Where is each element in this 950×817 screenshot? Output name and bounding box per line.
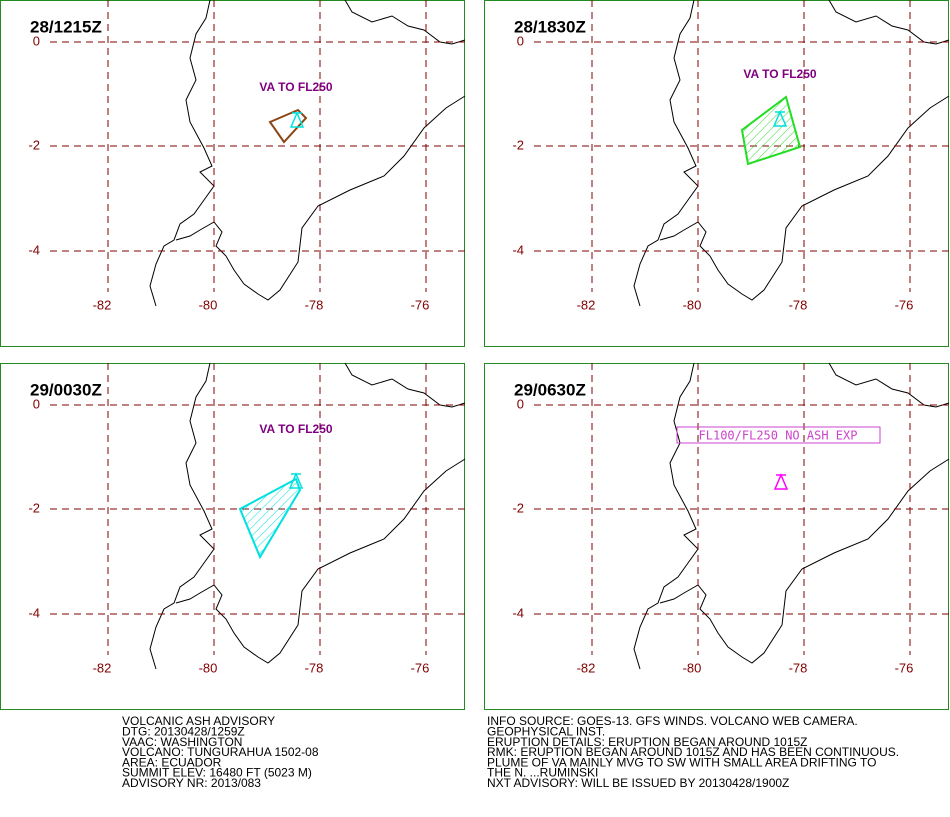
info-line: INFO SOURCE: GOES-13. GFS WINDS. VOLCANO… <box>487 714 858 728</box>
lon-label: -76 <box>411 297 430 312</box>
lon-label: -80 <box>199 660 218 675</box>
coastline <box>175 95 466 301</box>
valid-time: 28/1830Z <box>514 17 586 36</box>
lon-label: -80 <box>199 297 218 312</box>
lat-label: 0 <box>517 33 524 48</box>
lat-label: -2 <box>512 500 524 515</box>
coastline <box>633 362 699 670</box>
coastline <box>659 458 950 664</box>
lon-label: -82 <box>93 297 112 312</box>
coastline <box>344 362 466 408</box>
valid-time: 29/0030Z <box>30 380 102 399</box>
info-line: THE N. ...RUMINSKI <box>487 766 598 780</box>
advisory-line: AREA: ECUADOR <box>122 755 222 769</box>
advisory-line: SUMMIT ELEV: 16480 FT (5023 M) <box>122 766 312 780</box>
map-panel: -82 -80 -78 -76 0 -2 -4 29/0630Z FL100/FL250 NO … <box>484 362 950 710</box>
info-line: ERUPTION DETAILS: ERUPTION BEGAN AROUND … <box>487 735 808 749</box>
valid-time: 29/0630Z <box>514 380 586 399</box>
coastline <box>633 0 699 307</box>
ash-area <box>740 95 802 166</box>
map-panel: -82 -80 -78 -76 0 -2 -4 28/1215Z VA TO FL250 <box>0 0 466 347</box>
ash-area <box>238 477 302 560</box>
lat-label: 0 <box>517 396 524 411</box>
lon-label: -76 <box>895 660 914 675</box>
panel-border <box>484 363 949 710</box>
coastline <box>344 0 466 45</box>
volcano-symbol <box>772 110 788 127</box>
valid-time: 28/1215Z <box>30 17 102 36</box>
map-panel: -82 -80 -78 -76 0 -2 -4 28/1830Z VA TO FL250 <box>484 0 950 347</box>
lat-label: 0 <box>33 396 40 411</box>
lon-label: -76 <box>895 297 914 312</box>
lon-label: -80 <box>683 297 702 312</box>
lat-label: -4 <box>28 242 40 257</box>
coastline <box>149 362 215 670</box>
coastline <box>828 0 950 45</box>
info-line: GEOPHYSICAL INST. <box>487 724 605 738</box>
coastline <box>149 0 215 307</box>
lat-label: -4 <box>28 605 40 620</box>
lat-label: 0 <box>33 33 40 48</box>
ash-area <box>268 108 308 144</box>
lon-label: -78 <box>305 660 324 675</box>
lon-label: -78 <box>789 660 808 675</box>
panel-border <box>0 0 465 347</box>
lat-label: -4 <box>512 605 524 620</box>
info-line: PLUME OF VA MAINLY MVG TO SW WITH SMALL … <box>487 755 876 769</box>
volcano-symbol <box>289 111 305 128</box>
advisory-line: DTG: 20130428/1259Z <box>122 724 245 738</box>
annotation: VA TO FL250 <box>259 80 332 94</box>
coastline <box>828 362 950 408</box>
lon-label: -78 <box>305 297 324 312</box>
lat-label: -2 <box>28 137 40 152</box>
lat-label: -4 <box>512 242 524 257</box>
info-line: NXT ADVISORY: WILL BE ISSUED BY 20130428… <box>487 776 789 790</box>
annotation: VA TO FL250 <box>259 422 332 436</box>
panel-border <box>0 363 465 710</box>
lon-label: -82 <box>577 660 596 675</box>
advisory-line: VAAC: WASHINGTON <box>122 735 242 749</box>
volcano-symbol <box>773 473 789 490</box>
lon-label: -76 <box>411 660 430 675</box>
annotation-box <box>676 426 881 444</box>
coastline <box>659 95 950 301</box>
advisory-line: ADVISORY NR: 2013/083 <box>122 776 261 790</box>
annotation: VA TO FL250 <box>743 67 816 81</box>
annotation: FL100/FL250 NO ASH EXP <box>699 429 858 443</box>
lat-label: -2 <box>512 137 524 152</box>
map-panel: -82 -80 -78 -76 0 -2 -4 29/0030Z VA TO FL250 <box>0 362 466 710</box>
info-line: RMK: ERUPTION BEGAN AROUND 1015Z AND HAS… <box>487 745 899 759</box>
coastline <box>175 458 466 664</box>
lon-label: -82 <box>577 297 596 312</box>
lat-label: -2 <box>28 500 40 515</box>
lon-label: -80 <box>683 660 702 675</box>
lon-label: -82 <box>93 660 112 675</box>
lon-label: -78 <box>789 297 808 312</box>
volcano-symbol <box>288 472 304 489</box>
advisory-line: VOLCANIC ASH ADVISORY <box>122 714 275 728</box>
panel-border <box>484 0 949 347</box>
advisory-line: VOLCANO: TUNGURAHUA 1502-08 <box>122 745 319 759</box>
